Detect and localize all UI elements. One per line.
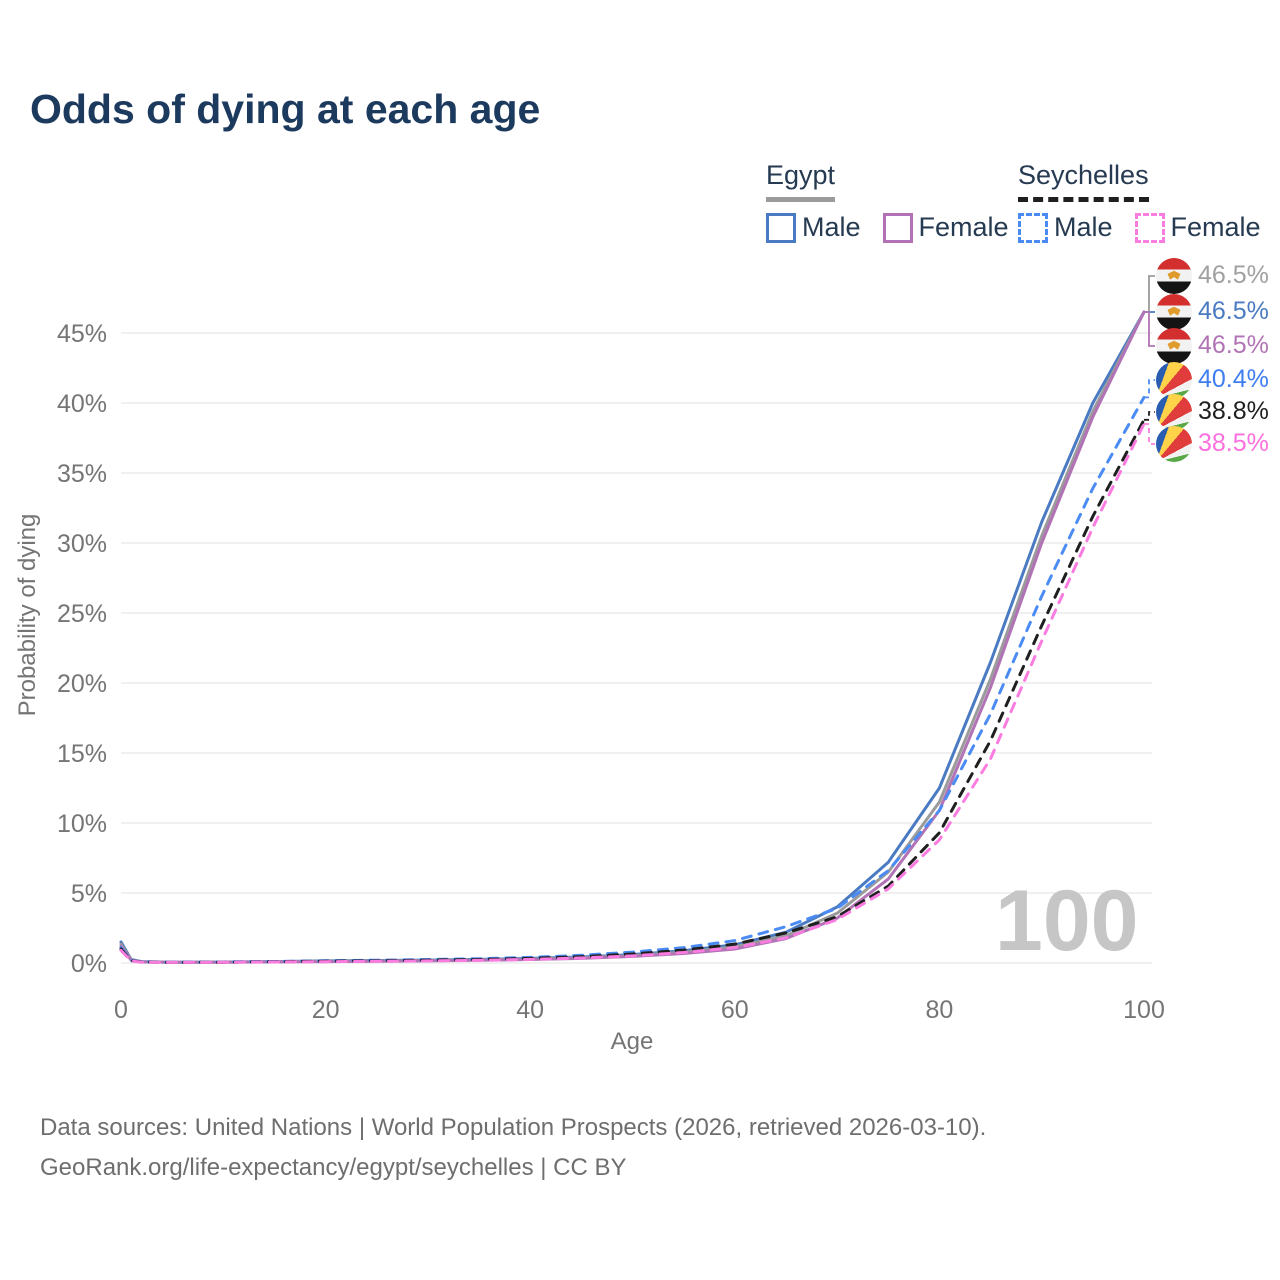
- egypt-female-swatch-icon: [882, 212, 913, 243]
- source-link[interactable]: GeoRank.org/life-expectancy/egypt/seyche…: [40, 1154, 627, 1181]
- x-axis-title: Age: [610, 1028, 654, 1055]
- y-tick-label: 5%: [71, 880, 107, 908]
- leader-line: [1144, 275, 1155, 313]
- legend-country-seychelles: Seychelles: [1018, 160, 1149, 202]
- x-tick-label: 40: [516, 996, 544, 1024]
- x-tick-label: 80: [925, 996, 953, 1024]
- y-axis-title: Probability of dying: [14, 513, 41, 717]
- page-title: Odds of dying at each age: [30, 86, 541, 132]
- legend-label: Male: [1054, 212, 1113, 242]
- series-line: [119, 422, 1146, 964]
- legend-item-egypt-male[interactable]: Male: [766, 212, 861, 243]
- legend-label: Male: [802, 212, 861, 242]
- legend-label: Female: [1170, 212, 1261, 242]
- legend-label: Female: [918, 212, 1009, 242]
- y-tick-label: 10%: [57, 810, 107, 838]
- x-tick-label: 0: [114, 996, 128, 1024]
- series-line: [119, 310, 1146, 964]
- x-tick-label: 100: [1123, 996, 1165, 1024]
- legend-item-egypt-female[interactable]: Female: [882, 212, 1009, 243]
- legend-item-seychelles-female[interactable]: Female: [1134, 212, 1261, 243]
- legend-country-egypt: Egypt: [766, 160, 836, 202]
- footer: Data sources: United Nations | World Pop…: [40, 1108, 986, 1188]
- leader-line: [1144, 423, 1155, 445]
- series-line: [119, 310, 1146, 964]
- y-tick-label: 20%: [57, 670, 107, 698]
- legend-group-egypt: Egypt Male Female: [766, 160, 1031, 243]
- egypt-male-swatch-icon: [766, 212, 796, 243]
- y-tick-label: 15%: [57, 740, 107, 768]
- y-tick-label: 0%: [71, 950, 107, 978]
- legend-item-seychelles-male[interactable]: Male: [1018, 212, 1113, 243]
- leader-line: [1144, 379, 1155, 399]
- leader-line: [1144, 311, 1155, 347]
- x-tick-label: 60: [721, 996, 749, 1024]
- seychelles-male-swatch-icon: [1018, 212, 1048, 243]
- y-tick-label: 35%: [57, 460, 107, 488]
- line-chart: 0% 5% 10% 15% 20% 25% 30% 35% 40% 45% 0 20 40 60 80 100: [57, 275, 1165, 1024]
- y-tick-label: 40%: [57, 390, 107, 418]
- legend-group-seychelles: Seychelles Male Female: [1018, 160, 1280, 243]
- y-tick-label: 45%: [57, 320, 107, 348]
- leader-line: [1144, 411, 1155, 421]
- y-tick-label: 25%: [57, 600, 107, 628]
- age-watermark: 100: [995, 873, 1139, 969]
- seychelles-female-swatch-icon: [1134, 212, 1165, 243]
- y-tick-label: 30%: [57, 530, 107, 558]
- series-line: [119, 310, 1146, 964]
- x-tick-label: 20: [312, 996, 340, 1024]
- data-sources-text: Data sources: United Nations | World Pop…: [40, 1114, 987, 1141]
